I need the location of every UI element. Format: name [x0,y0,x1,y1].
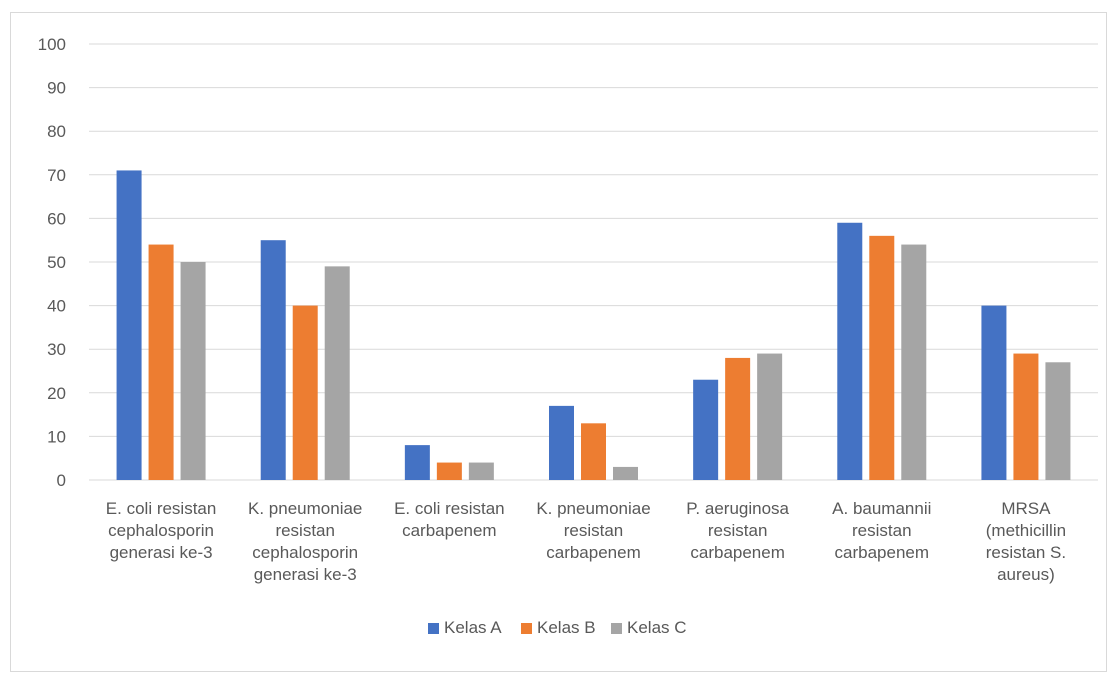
y-tick-label: 80 [47,122,66,141]
bar-kelas-c [757,353,783,480]
legend-label: Kelas A [444,618,502,637]
bar-kelas-a [404,445,430,480]
chart-area: 0 10 20 30 40 50 60 70 80 90 100 E. coli resistan c… [10,12,1107,672]
bar-kelas-c [613,466,638,480]
y-tick-label: 100 [38,35,66,54]
legend-item-kelas-a: Kelas A [428,618,502,637]
bar-kelas-a [549,405,574,480]
bar-kelas-b [581,423,606,480]
bar-kelas-b [869,235,895,480]
bar-kelas-c [468,462,494,480]
bar-kelas-a [693,379,719,480]
x-axis-categories: E. coli resistan cephalosporin generasi ke… [106,499,1066,584]
bar-kelas-c [901,244,927,480]
x-category-label: A. baumannii resistan carbapenem [832,499,931,562]
x-category-label: MRSA (methicillin resistan S. aureus) [986,499,1066,584]
x-category-label: E. coli resistan cephalosporin generasi ke… [106,499,217,562]
bar-kelas-c [180,262,206,480]
legend-label: Kelas C [627,618,687,637]
legend-swatch [611,623,622,634]
legend-swatch [428,623,439,634]
legend: Kelas A Kelas B Kelas C [428,618,687,637]
bar-kelas-b [292,305,318,480]
bar-kelas-b [148,244,174,480]
bar-kelas-a [260,240,286,480]
y-axis-ticks: 0 10 20 30 40 50 60 70 80 90 100 [38,35,66,490]
gridlines [89,43,1098,481]
bar-kelas-b [1013,353,1039,480]
bars [116,170,1071,480]
bar-kelas-a [981,305,1007,480]
bar-chart: 0 10 20 30 40 50 60 70 80 90 100 E. coli resistan c… [38,35,1098,637]
y-tick-label: 60 [47,209,66,228]
legend-item-kelas-b: Kelas B [521,618,596,637]
y-tick-label: 90 [47,79,66,98]
x-category-label: E. coli resistan carbapenem [394,499,505,540]
legend-item-kelas-c: Kelas C [611,618,687,637]
y-tick-label: 10 [47,427,66,446]
bar-kelas-b [725,357,751,480]
bar-kelas-c [1045,362,1071,480]
x-category-label: K. pneumoniae resistan carbapenem [536,499,650,562]
y-tick-label: 50 [47,253,66,272]
x-category-label: K. pneumoniae resistan cephalosporin genera… [248,499,362,584]
y-tick-label: 0 [57,471,66,490]
y-tick-label: 70 [47,166,66,185]
y-tick-label: 20 [47,384,66,403]
legend-swatch [521,623,532,634]
x-category-label: P. aeruginosa resistan carbapenem [686,499,789,562]
bar-kelas-b [436,462,462,480]
bar-kelas-a [116,170,142,480]
y-tick-label: 40 [47,297,66,316]
bar-kelas-c [324,266,350,480]
legend-label: Kelas B [537,618,596,637]
bar-kelas-a [837,222,863,480]
y-tick-label: 30 [47,340,66,359]
